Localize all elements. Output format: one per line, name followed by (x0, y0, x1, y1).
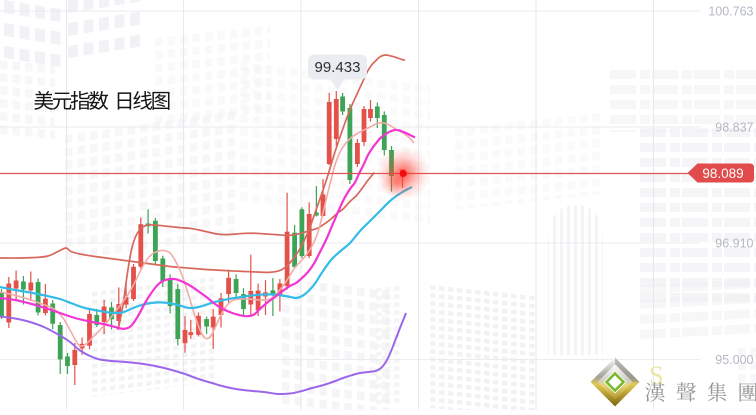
svg-text:S: S (649, 361, 663, 390)
svg-text:98.089: 98.089 (702, 166, 743, 181)
svg-text:98.837: 98.837 (715, 121, 753, 135)
svg-text:95.000: 95.000 (715, 353, 753, 367)
svg-text:99.433: 99.433 (315, 59, 361, 76)
svg-text:100.763: 100.763 (708, 5, 753, 19)
svg-text:96.910: 96.910 (715, 237, 753, 251)
